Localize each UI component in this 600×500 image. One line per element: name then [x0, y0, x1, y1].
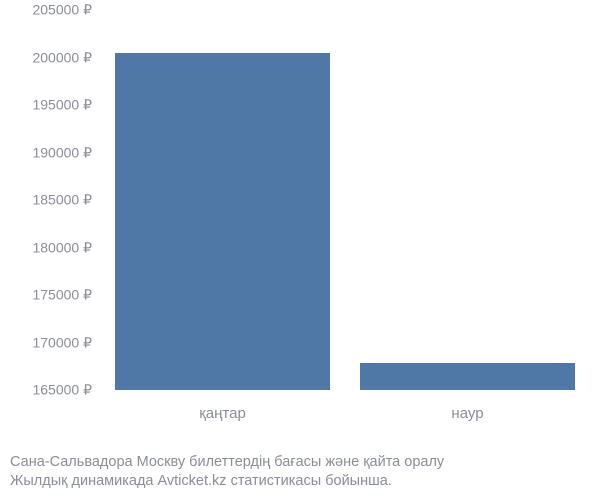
y-axis: 165000 ₽170000 ₽175000 ₽180000 ₽185000 ₽… — [0, 10, 100, 390]
bar — [360, 363, 576, 390]
x-axis: қаңтар наур — [100, 405, 590, 435]
caption-line-2: Жылдық динамикада Avticket.kz статистика… — [10, 472, 590, 492]
y-tick-label: 165000 ₽ — [32, 382, 92, 399]
x-tick-label: қаңтар — [199, 405, 246, 422]
y-tick-label: 170000 ₽ — [32, 334, 92, 351]
caption-line-1: Сана-Сальвадора Москву билеттердің бағас… — [10, 453, 590, 473]
chart-caption: Сана-Сальвадора Москву билеттердің бағас… — [10, 453, 590, 492]
x-tick-label: наур — [451, 405, 483, 422]
y-tick-label: 200000 ₽ — [32, 49, 92, 66]
y-tick-label: 195000 ₽ — [32, 97, 92, 114]
y-tick-label: 185000 ₽ — [32, 192, 92, 209]
bar — [115, 53, 331, 390]
y-tick-label: 175000 ₽ — [32, 287, 92, 304]
plot-area — [100, 10, 590, 390]
price-bar-chart: 165000 ₽ 170000 ₽ 175000 ₽ 180000 ₽ 185000 ₽… — [0, 10, 600, 450]
y-tick-label: 180000 ₽ — [32, 239, 92, 256]
y-tick-label: 205000 ₽ — [32, 2, 92, 19]
y-tick-label: 190000 ₽ — [32, 144, 92, 161]
